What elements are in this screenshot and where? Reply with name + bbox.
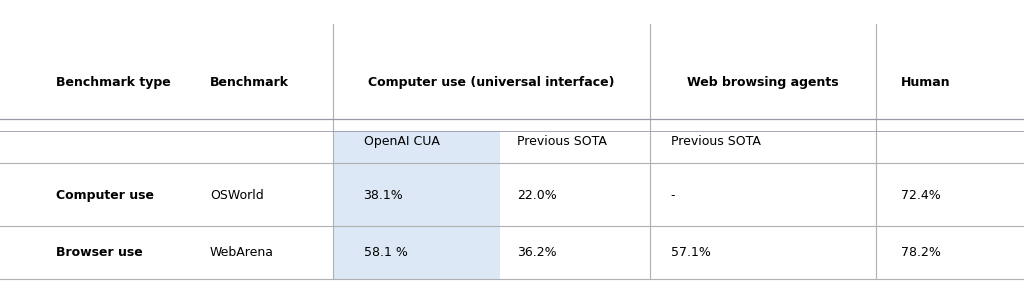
Text: Human: Human bbox=[901, 76, 950, 89]
Text: Web browsing agents: Web browsing agents bbox=[687, 76, 839, 89]
Text: 38.1%: 38.1% bbox=[364, 189, 403, 202]
Text: Benchmark type: Benchmark type bbox=[56, 76, 171, 89]
Text: Previous SOTA: Previous SOTA bbox=[671, 135, 761, 148]
Text: Computer use (universal interface): Computer use (universal interface) bbox=[369, 76, 614, 89]
Text: Browser use: Browser use bbox=[56, 246, 143, 259]
Text: -: - bbox=[671, 189, 675, 202]
Text: Computer use: Computer use bbox=[56, 189, 155, 202]
Text: Benchmark: Benchmark bbox=[210, 76, 289, 89]
Bar bbox=[333, 131, 500, 279]
Text: 36.2%: 36.2% bbox=[517, 246, 557, 259]
Text: 22.0%: 22.0% bbox=[517, 189, 557, 202]
Text: 58.1 %: 58.1 % bbox=[364, 246, 408, 259]
Text: OpenAI CUA: OpenAI CUA bbox=[364, 135, 439, 148]
Text: Previous SOTA: Previous SOTA bbox=[517, 135, 607, 148]
Text: 72.4%: 72.4% bbox=[901, 189, 941, 202]
Text: OSWorld: OSWorld bbox=[210, 189, 263, 202]
Text: 57.1%: 57.1% bbox=[671, 246, 711, 259]
Text: WebArena: WebArena bbox=[210, 246, 273, 259]
Text: 78.2%: 78.2% bbox=[901, 246, 941, 259]
